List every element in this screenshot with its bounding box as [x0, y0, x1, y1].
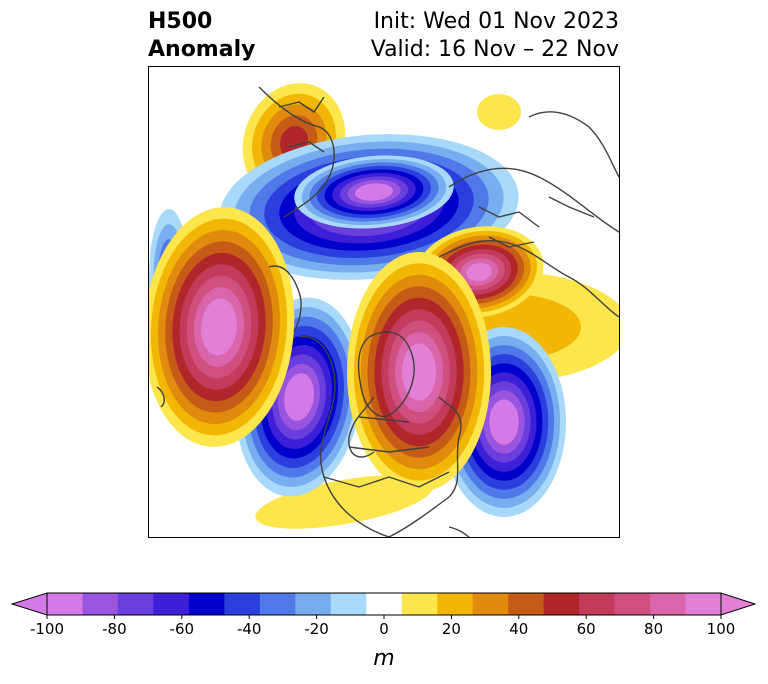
colorbar-tick-label: 0	[379, 620, 389, 638]
coastline-alaska	[268, 265, 302, 333]
coastline-greenland	[357, 331, 415, 418]
anomaly-contour-band	[290, 382, 308, 412]
country-borders-asia	[278, 96, 325, 153]
colorbar-swatch	[650, 593, 687, 615]
anomaly-map	[149, 83, 619, 537]
colorbar-tick-label: -60	[170, 620, 195, 638]
colorbar-tick-label: 40	[509, 620, 528, 638]
colorbar-min-extend	[10, 592, 48, 616]
colorbar-max-extend	[720, 592, 757, 616]
colorbar-tick-label: -20	[304, 620, 329, 638]
anomaly-contour-band	[466, 262, 492, 282]
colorbar-tick-label: 20	[442, 620, 461, 638]
title-line-1: H500	[148, 9, 213, 34]
colorbar-swatch	[508, 593, 545, 615]
anomaly-contour-band	[362, 186, 386, 198]
coastline-siberia	[448, 167, 619, 233]
colorbar: -100 -80 -60 -40 -20 0 20 40 60 80 100	[10, 592, 757, 638]
colorbar-tick-label: 100	[707, 620, 736, 638]
colorbar-tick-label: -40	[237, 620, 262, 638]
colorbar-swatch	[579, 593, 616, 615]
anomaly-contour-band	[208, 309, 230, 345]
colorbar-swatch	[47, 593, 83, 615]
anomaly-contour-band	[495, 408, 513, 436]
colorbar-swatch	[472, 593, 509, 615]
coastline-baffin	[348, 396, 375, 458]
colorbar-swatch	[117, 593, 154, 615]
anomaly-contour-band	[255, 475, 433, 529]
colorbar-swatch	[153, 593, 190, 615]
colorbar-tick-label: -100	[30, 620, 64, 638]
coastline-north-america	[298, 335, 462, 537]
colorbar-swatch	[543, 593, 580, 615]
anomaly-contour-band	[477, 94, 521, 130]
anomaly-high-south-fringe	[255, 475, 433, 529]
coastline-europe	[438, 240, 619, 318]
colorbar-tick-label: 60	[577, 620, 596, 638]
anomaly-high-top-fringe	[477, 94, 521, 130]
map-panel	[148, 66, 620, 538]
title-line-2: Anomaly	[148, 37, 256, 62]
map-title: H500 Anomaly	[148, 8, 255, 64]
colorbar-swatch	[330, 593, 367, 615]
colorbar-swatch	[401, 593, 438, 615]
colorbar-swatch	[295, 593, 332, 615]
colorbar-swatch	[259, 593, 296, 615]
forecast-dates: Init: Wed 01 Nov 2023 Valid: 16 Nov – 22…	[371, 8, 619, 64]
anomaly-high-central-pacific	[149, 207, 295, 447]
colorbar-tick-label: 80	[644, 620, 663, 638]
colorbar-tick-label: -80	[102, 620, 127, 638]
valid-period: Valid: 16 Nov – 22 Nov	[370, 37, 619, 62]
init-date: Init: Wed 01 Nov 2023	[373, 9, 619, 34]
coastline-kamchatka	[258, 86, 335, 218]
country-borders-eurasia	[478, 196, 595, 248]
coastline-east-asia	[528, 111, 619, 178]
anomaly-low-arctic-core	[294, 155, 454, 229]
coastline-pacific-islands	[156, 386, 165, 408]
colorbar-unit-label: m	[373, 646, 395, 671]
colorbar-swatch	[82, 593, 119, 615]
colorbar-swatch	[188, 593, 225, 615]
colorbar-swatch	[614, 593, 651, 615]
anomaly-high-arctic-greenland	[347, 252, 491, 492]
colorbar-swatch	[685, 593, 722, 615]
colorbar-swatch	[366, 593, 403, 615]
state-borders	[323, 416, 450, 488]
colorbar-swatch	[437, 593, 474, 615]
colorbar-swatch	[224, 593, 261, 615]
coastline-caribbean	[448, 526, 470, 537]
